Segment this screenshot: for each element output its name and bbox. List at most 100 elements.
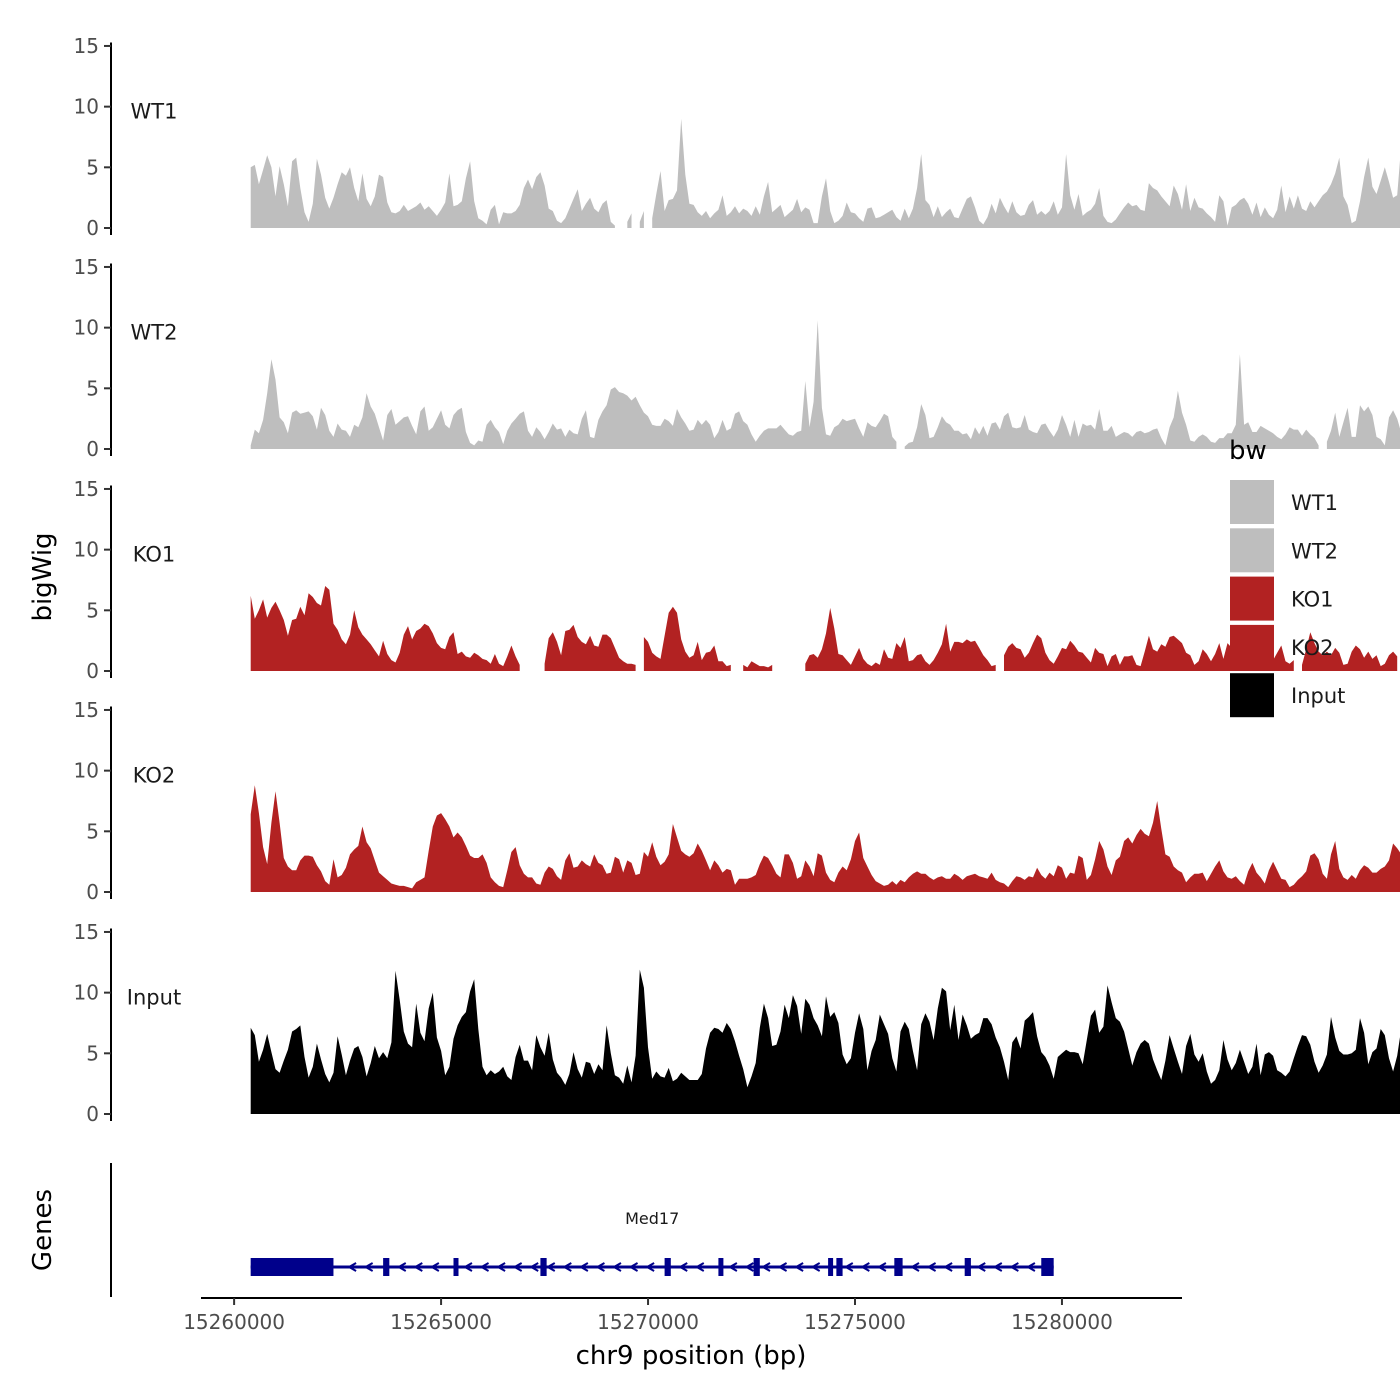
strand-arrow xyxy=(529,1262,539,1272)
x-axis: 15260000 15265000 15270000 15275000 15280000… xyxy=(183,1297,1182,1371)
legend-key-wt1 xyxy=(1230,480,1274,524)
track-label: WT2 xyxy=(131,321,178,345)
legend-entries: WT1 WT2 KO1 KO2 Input xyxy=(1230,480,1345,718)
y-tick-label: 0 xyxy=(86,1102,99,1126)
y-tick-label: 15 xyxy=(74,255,99,279)
track-label: WT1 xyxy=(131,100,178,124)
strand-arrow xyxy=(810,1262,821,1272)
y-tick-label: 10 xyxy=(74,538,99,562)
gene-exon xyxy=(250,1258,334,1276)
coverage-area-wt2 xyxy=(1326,405,1400,449)
strand-arrow xyxy=(694,1262,705,1272)
y-tick-label: 10 xyxy=(74,759,99,783)
genes-panel: Genes Med17 xyxy=(28,1163,1054,1297)
strand-arrow xyxy=(363,1262,374,1272)
coverage-area-wt1 xyxy=(250,155,615,228)
track-ko2: 0 5 10 15 KO2 xyxy=(74,698,1400,904)
strand-arrow xyxy=(760,1262,771,1272)
gene-exon xyxy=(540,1258,547,1276)
strand-arrow xyxy=(727,1262,738,1272)
coverage-area-ko1 xyxy=(1302,632,1398,671)
strand-arrow xyxy=(562,1262,572,1272)
gene-exon xyxy=(836,1258,843,1276)
track-ko1: 0 5 10 15 KO1 xyxy=(74,477,1398,683)
track-wt2: 0 5 10 15 WT2 xyxy=(74,255,1400,461)
y-tick-label: 5 xyxy=(86,598,99,622)
legend-label: WT1 xyxy=(1291,491,1338,515)
coverage-area-ko1 xyxy=(1004,624,1294,671)
strand-arrow xyxy=(347,1262,357,1272)
strand-arrow xyxy=(860,1262,870,1272)
coverage-area-wt2 xyxy=(904,354,1319,449)
strand-arrow xyxy=(578,1262,589,1272)
strand-arrow xyxy=(943,1262,953,1272)
coverage-area-ko1 xyxy=(743,661,773,671)
gene-exon xyxy=(1041,1258,1054,1276)
strand-arrow xyxy=(595,1262,605,1272)
legend-label: Input xyxy=(1291,684,1345,708)
legend-key-wt2 xyxy=(1230,528,1274,573)
coverage-area-ko1 xyxy=(643,606,731,671)
coverage-area-ko1 xyxy=(544,624,636,671)
track-label: KO1 xyxy=(133,543,176,567)
strand-arrow xyxy=(976,1262,986,1272)
strand-arrow xyxy=(462,1262,473,1272)
y-tick-label: 0 xyxy=(86,659,99,683)
gene-label: Med17 xyxy=(625,1209,679,1228)
strand-arrow xyxy=(926,1262,937,1272)
gene-model-med17 xyxy=(250,1258,1054,1276)
strand-arrow xyxy=(429,1262,440,1272)
x-tick-label: 15280000 xyxy=(1011,1310,1113,1334)
track-input: 0 5 10 15 Input xyxy=(74,920,1400,1126)
x-tick-label: 15260000 xyxy=(183,1310,285,1334)
y-axis-title: bigWig xyxy=(28,532,58,621)
gene-exon xyxy=(753,1258,760,1276)
gene-exon xyxy=(664,1258,671,1276)
strand-arrow xyxy=(628,1262,639,1272)
gene-exon xyxy=(718,1258,724,1276)
strand-arrow xyxy=(876,1262,887,1272)
strand-arrow xyxy=(1025,1262,1036,1272)
coverage-area-ko1 xyxy=(805,607,996,671)
x-ticks: 15260000 15265000 15270000 15275000 15280000 xyxy=(183,1298,1113,1334)
y-tick-label: 0 xyxy=(86,880,99,904)
coverage-area-wt1 xyxy=(627,213,632,228)
genes-axis-title: Genes xyxy=(28,1189,58,1271)
y-tick-label: 0 xyxy=(86,437,99,461)
x-tick-label: 15275000 xyxy=(804,1310,906,1334)
strand-arrow xyxy=(678,1262,688,1272)
y-tick-label: 0 xyxy=(86,216,99,240)
strand-arrow xyxy=(744,1262,754,1272)
strand-arrow xyxy=(777,1262,788,1272)
legend-label: KO1 xyxy=(1291,588,1334,612)
x-tick-label: 15270000 xyxy=(597,1310,699,1334)
track-wt1: 0 5 10 15 WT1 xyxy=(74,34,1400,240)
legend-key-ko2 xyxy=(1230,624,1274,669)
track-label: Input xyxy=(127,986,181,1010)
strand-arrow xyxy=(512,1262,523,1272)
strand-arrow xyxy=(992,1262,1003,1272)
legend: bw WT1 WT2 KO1 KO2 Input xyxy=(1229,436,1345,718)
x-axis-title: chr9 position (bp) xyxy=(576,1341,807,1371)
strand-arrow xyxy=(479,1262,490,1272)
y-tick-label: 10 xyxy=(74,95,99,119)
coverage-area-ko2 xyxy=(250,785,1400,892)
coverage-area-input xyxy=(250,969,1400,1114)
y-tick-label: 15 xyxy=(74,34,99,58)
legend-key-input xyxy=(1230,673,1274,718)
y-tick-label: 5 xyxy=(86,1041,99,1065)
legend-key-ko1 xyxy=(1230,576,1274,621)
gene-exon xyxy=(828,1258,834,1276)
strand-arrow xyxy=(794,1262,804,1272)
y-tick-label: 15 xyxy=(74,698,99,722)
legend-label: KO2 xyxy=(1291,636,1334,660)
y-tick-label: 10 xyxy=(74,981,99,1005)
y-tick-label: 10 xyxy=(74,316,99,340)
strand-arrow xyxy=(396,1262,407,1272)
strand-arrow xyxy=(611,1262,622,1272)
strand-arrow xyxy=(545,1262,556,1272)
y-tick-label: 5 xyxy=(86,155,99,179)
strand-arrow xyxy=(1009,1262,1019,1272)
gene-exon xyxy=(383,1258,390,1276)
